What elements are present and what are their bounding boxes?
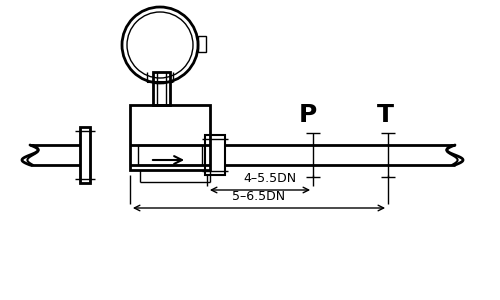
Text: T: T <box>376 103 394 127</box>
Bar <box>153 72 170 105</box>
Bar <box>198 36 206 52</box>
Bar <box>138 145 202 165</box>
Bar <box>130 105 210 170</box>
Text: P: P <box>299 103 317 127</box>
Bar <box>205 135 225 175</box>
Text: 5–6.5DN: 5–6.5DN <box>232 190 285 203</box>
Bar <box>80 127 90 183</box>
Text: 4–5.5DN: 4–5.5DN <box>244 172 296 185</box>
